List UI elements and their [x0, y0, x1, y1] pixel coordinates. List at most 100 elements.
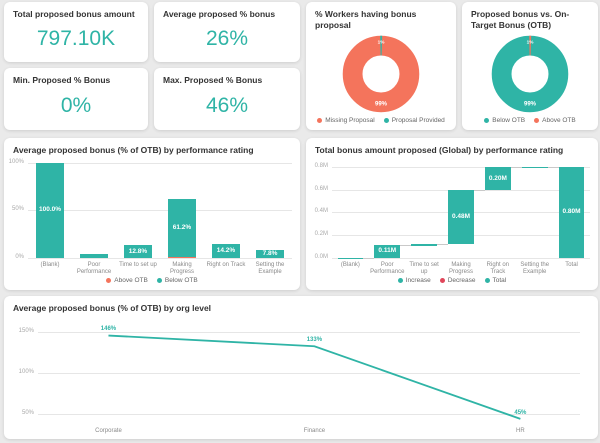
performance-rating-bar-chart: 0% 50% 100% 100.0% (Blank) Poor Performance 12…	[8, 158, 296, 275]
x-axis-category-label: Total	[565, 261, 578, 268]
gridline	[332, 257, 590, 259]
card-avg-bonus-by-org-level: Average proposed bonus (% of OTB) by org…	[4, 296, 598, 439]
waterfall-bar-Poor Performance[interactable]	[374, 245, 401, 258]
kpi-card-max-proposed-bonus[interactable]: Max. Proposed % Bonus 46%	[154, 68, 300, 130]
chart-title: % Workers having bonus proposal	[315, 9, 417, 30]
bar-data-label: 100.0%	[38, 206, 62, 214]
legend-item-Missing Proposal[interactable]: Missing Proposal	[317, 117, 375, 124]
bar-data-label: 14.2%	[216, 246, 236, 254]
donut-wrap: 99% 1%	[466, 32, 594, 115]
legend-label: Missing Proposal	[325, 117, 375, 124]
trend-line[interactable]	[108, 334, 521, 420]
y-axis-tick-label: 0.6M	[314, 185, 328, 192]
donut-slice-Proposal Provided[interactable]	[342, 35, 420, 112]
y-axis-tick-label: 0.4M	[314, 208, 328, 215]
waterfall-bar-Right on Track[interactable]	[484, 167, 511, 190]
kpi-value: 26%	[205, 26, 249, 50]
donut-chart: 99% 1%	[491, 35, 569, 112]
bar-data-label: 7.8%	[262, 249, 278, 257]
bar-Poor Performance[interactable]	[80, 253, 108, 258]
legend-item-Total[interactable]: Total	[484, 277, 506, 284]
legend-item-Below OTB[interactable]: Below OTB	[156, 277, 198, 284]
waterfall-bar-Setting the Example[interactable]	[521, 166, 548, 169]
legend-item-Proposal Provided[interactable]: Proposal Provided	[383, 117, 445, 124]
gridline	[38, 331, 580, 333]
x-axis-category-label: HR	[516, 427, 525, 434]
bar-data-label: 61.2%	[172, 223, 192, 231]
legend-dot-icon	[156, 278, 162, 283]
bar-Setting the Example[interactable]	[256, 250, 284, 258]
chart-title: Average proposed bonus (% of OTB) by org…	[13, 303, 212, 313]
legend-label: Below OTB	[164, 277, 198, 284]
kpi-value: 46%	[205, 93, 249, 117]
x-axis-category-label: Making Progress	[169, 261, 194, 275]
total-bonus-waterfall-chart: 0.0M 0.2M 0.4M 0.6M 0.8M (Blank) 0.11M Poor Per…	[310, 158, 594, 275]
y-axis-tick-label: 50%	[11, 206, 24, 213]
chart-title: Average proposed bonus (% of OTB) by per…	[13, 145, 254, 155]
bar-Making Progress[interactable]	[168, 256, 196, 259]
x-axis-category-label: Time to set up	[409, 261, 439, 275]
donut-data-label: 99%	[524, 101, 537, 107]
waterfall-connector	[510, 167, 522, 169]
legend-dot-icon	[317, 118, 323, 123]
gridline	[28, 210, 292, 212]
legend-item-Above OTB[interactable]: Above OTB	[534, 117, 576, 124]
legend-item-Decrease[interactable]: Decrease	[439, 277, 476, 284]
y-axis-tick-label: 150%	[18, 327, 34, 334]
org-level-line-chart: 50% 100% 150% 146% Corporate 133% Finance 45% HR	[8, 316, 594, 439]
donut-data-label: 1%	[527, 39, 535, 45]
waterfall-data-label: 0.80M	[562, 208, 581, 216]
bar-Making Progress[interactable]	[168, 198, 196, 257]
y-axis-tick-label: 50%	[21, 410, 34, 417]
gridline	[28, 257, 292, 259]
legend-label: Above OTB	[542, 117, 576, 124]
line-chart-canvas	[108, 334, 521, 420]
x-axis-category-label: Setting the Example	[520, 261, 550, 275]
legend-item-Increase[interactable]: Increase	[397, 277, 431, 284]
bar-(Blank)[interactable]	[36, 162, 64, 258]
bar-Time to set up[interactable]	[124, 245, 152, 258]
y-axis-tick-label: 0%	[15, 253, 24, 260]
kpi-card-total-proposed-bonus[interactable]: Total proposed bonus amount 797.10K	[4, 2, 148, 62]
legend-dot-icon	[106, 278, 112, 283]
waterfall-bar-(Blank)[interactable]	[337, 257, 364, 259]
x-axis-category-label: Corporate	[95, 427, 122, 434]
donut-data-label: 1%	[378, 39, 386, 45]
waterfall-bar-Total[interactable]	[558, 167, 585, 258]
kpi-title: Min. Proposed % Bonus	[13, 75, 111, 85]
legend-item-Above OTB[interactable]: Above OTB	[106, 277, 148, 284]
kpi-card-average-proposed-bonus[interactable]: Average proposed % bonus 26%	[154, 2, 300, 62]
x-axis-category-label: Right on Track	[206, 261, 246, 268]
x-axis-category-label: (Blank)	[340, 261, 360, 268]
legend-dot-icon	[484, 118, 490, 123]
kpi-title: Max. Proposed % Bonus	[163, 75, 263, 85]
bar-Right on Track[interactable]	[212, 244, 240, 258]
x-axis-category-label: Right on Track	[486, 261, 510, 275]
waterfall-bar-Making Progress[interactable]	[448, 189, 474, 245]
x-axis-category-label: Making Progress	[448, 261, 473, 275]
chart-legend: Above OTB Below OTB	[4, 275, 300, 290]
legend-item-Below OTB[interactable]: Below OTB	[484, 117, 525, 124]
y-axis-tick-label: 100%	[8, 158, 24, 165]
y-axis-tick-label: 0.8M	[314, 163, 328, 170]
waterfall-connector	[547, 166, 559, 168]
waterfall-connector	[363, 257, 375, 259]
chart-title: Proposed bonus vs. On-Target Bonus (OTB)	[471, 9, 570, 30]
legend-label: Increase	[405, 277, 431, 284]
x-axis-category-label: Setting the Example	[255, 261, 285, 275]
waterfall-data-label: 0.20M	[488, 174, 507, 182]
waterfall-bar-Time to set up[interactable]	[411, 244, 438, 246]
waterfall-connector	[437, 244, 449, 246]
card-total-bonus-waterfall: Total bonus amount proposed (Global) by …	[306, 138, 598, 290]
chart-legend: Missing Proposal Proposal Provided	[306, 115, 456, 130]
kpi-card-min-proposed-bonus[interactable]: Min. Proposed % Bonus 0%	[4, 68, 148, 130]
kpi-value: 797.10K	[36, 26, 116, 50]
gridline	[28, 162, 292, 164]
legend-label: Below OTB	[492, 117, 526, 124]
legend-dot-icon	[383, 118, 389, 123]
card-avg-bonus-by-performance-rating: Average proposed bonus (% of OTB) by per…	[4, 138, 300, 290]
donut-slice-Above OTB[interactable]	[491, 35, 569, 112]
chart-legend: Increase Decrease Total	[306, 275, 598, 290]
donut-wrap: 99% 1%	[310, 32, 452, 115]
